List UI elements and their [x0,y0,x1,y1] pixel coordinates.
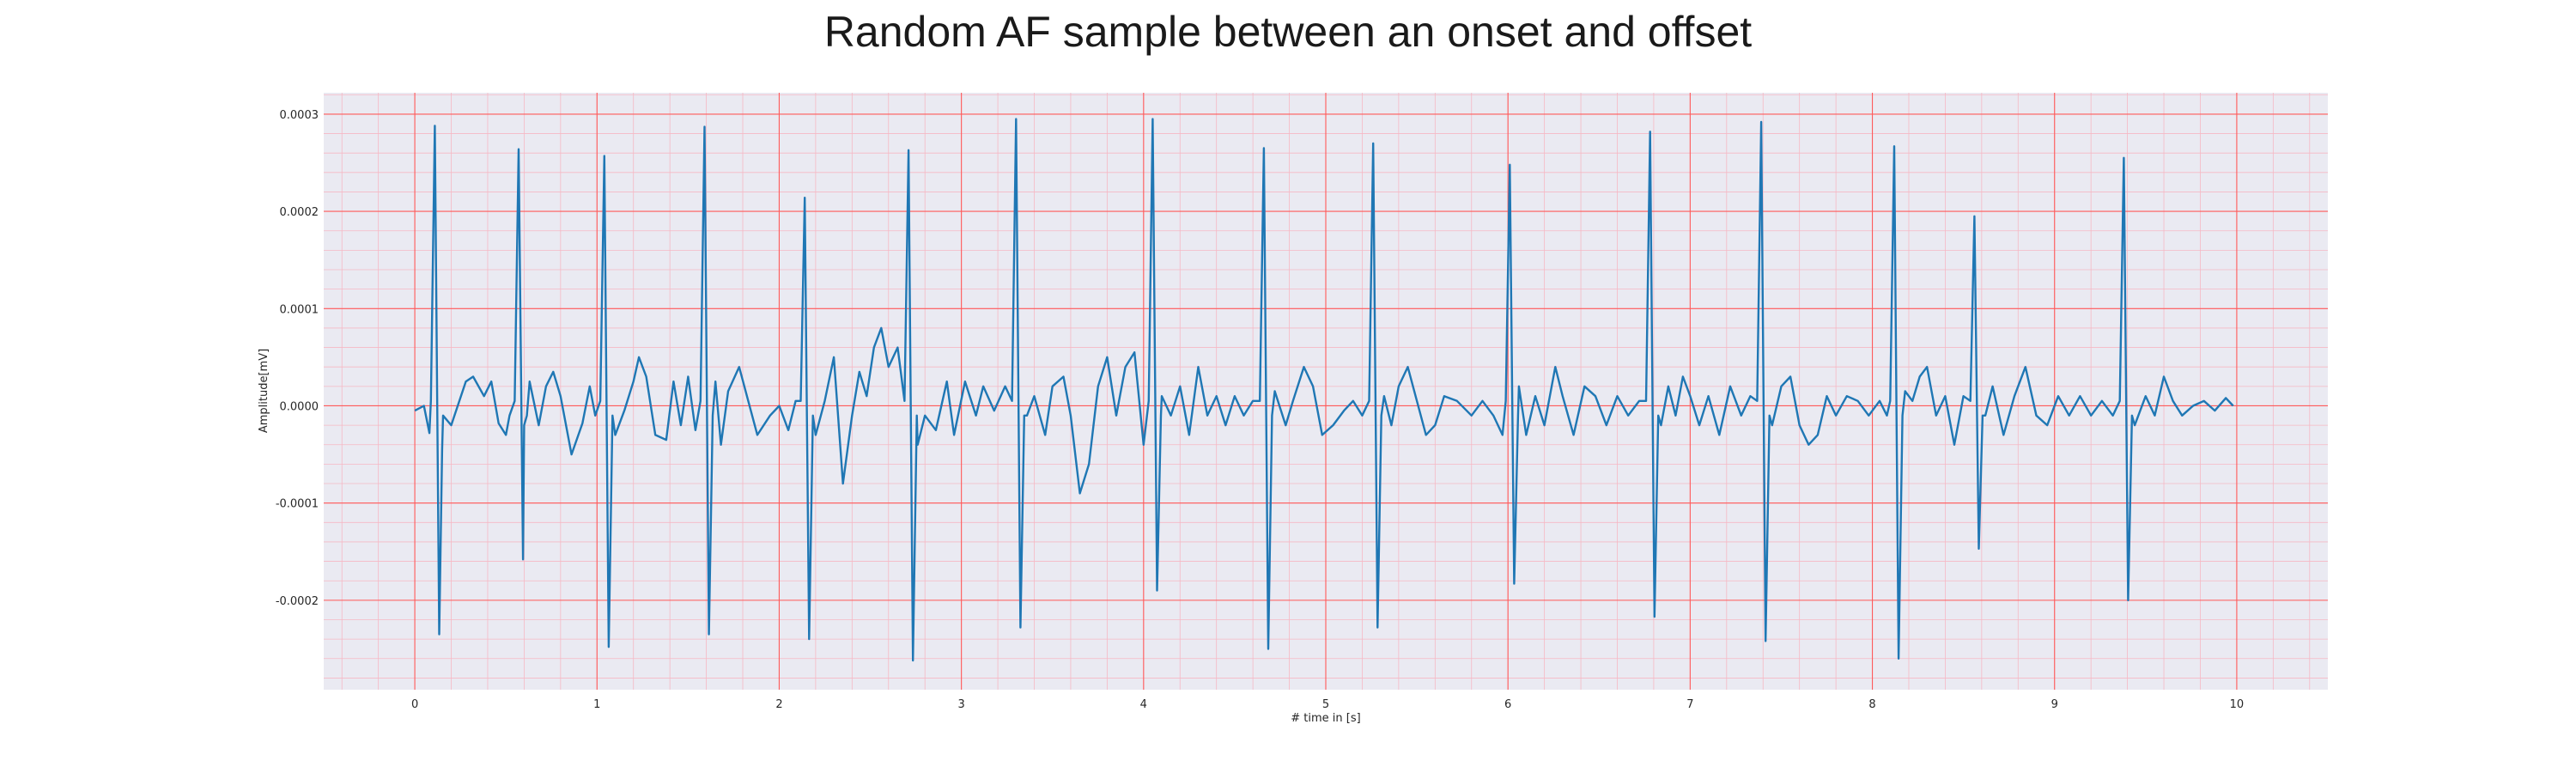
y-tick-label: 0.0002 [280,206,319,219]
x-tick-label: 9 [2051,698,2058,711]
y-tick-label: 0.0001 [280,303,319,316]
y-tick-label: 0.0003 [280,109,319,122]
y-tick-label: -0.0002 [276,595,319,608]
x-tick-label: 10 [2230,698,2245,711]
x-tick-label: 0 [411,698,418,711]
chart-title: Random AF sample between an onset and of… [823,8,1753,56]
x-tick-label: 4 [1140,698,1147,711]
x-tick-label: 6 [1504,698,1511,711]
major-grid [324,93,2328,690]
x-tick-label: 1 [593,698,600,711]
y-tick-label: 0.0000 [280,400,319,413]
ecg-signal-line [414,118,2234,662]
x-axis-label: # time in [s] [1291,712,1360,725]
x-tick-label: 5 [1322,698,1329,711]
y-tick-labels: -0.0002 -0.0001 0.0000 0.0001 0.0002 0.0003 [276,109,319,608]
x-tick-label: 7 [1686,698,1693,711]
x-tick-label: 8 [1868,698,1875,711]
x-tick-label: 2 [775,698,782,711]
x-tick-labels: 0 1 2 3 4 5 6 7 8 9 10 [411,698,2244,711]
y-axis-label: Amplitude[mV] [258,349,270,433]
x-tick-label: 3 [957,698,964,711]
y-tick-label: -0.0001 [276,498,319,511]
